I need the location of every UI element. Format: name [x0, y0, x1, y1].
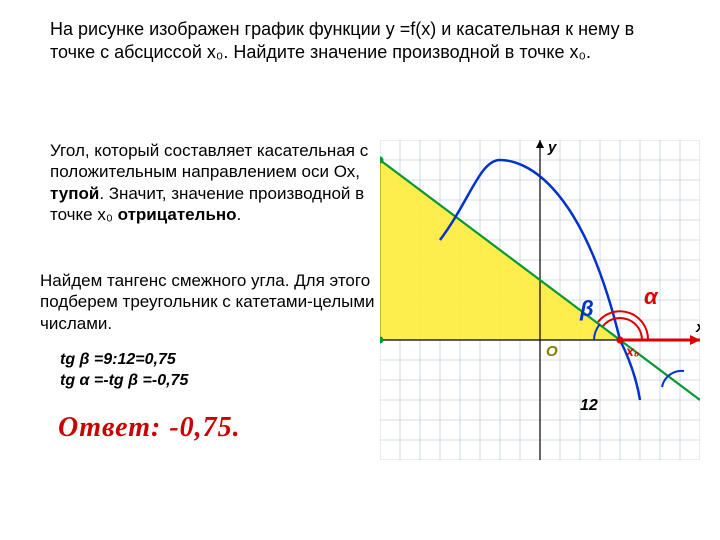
exp1-bold1: тупой — [50, 184, 99, 203]
svg-text:x: x — [695, 319, 700, 336]
svg-text:β: β — [579, 296, 594, 321]
tg-line-2: tg α =-tg β =-0,75 — [60, 371, 188, 392]
svg-text:O: O — [546, 343, 558, 360]
exp1-bold2: отрицательно — [118, 205, 237, 224]
problem-text: На рисунке изображен график функции y =f… — [50, 18, 670, 63]
explanation-2: Найдем тангенс смежного угла. Для этого … — [40, 270, 385, 334]
answer: Ответ: -0,75. — [58, 412, 241, 444]
tangent-computation: tg β =9:12=0,75 tg α =-tg β =-0,75 — [60, 350, 188, 392]
exp1-part1: Угол, который составляет касательная с п… — [50, 141, 368, 181]
explanation-1: Угол, который составляет касательная с п… — [50, 140, 385, 225]
figure: x₀912Oxyαβ — [380, 140, 700, 460]
svg-text:12: 12 — [580, 397, 598, 414]
svg-text:α: α — [644, 284, 659, 309]
answer-value: -0,75. — [169, 412, 240, 443]
svg-text:y: y — [547, 140, 557, 156]
exp1-part3: . — [237, 205, 242, 224]
tg-line-1: tg β =9:12=0,75 — [60, 350, 188, 371]
answer-label: Ответ: — [58, 412, 161, 443]
svg-text:x₀: x₀ — [625, 343, 640, 359]
